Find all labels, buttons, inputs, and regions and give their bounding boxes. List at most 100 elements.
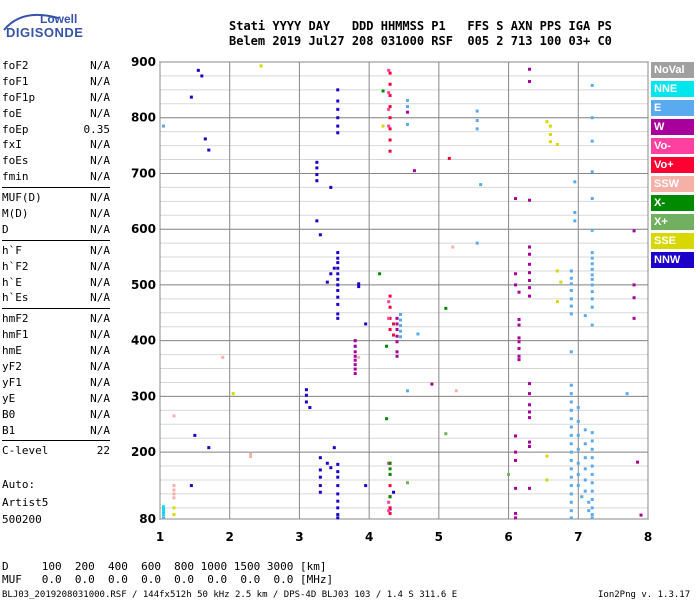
echo-point [583,314,587,318]
echo-point [207,148,211,152]
echo-point [388,82,392,86]
echo-point [583,489,587,493]
param-row: foEs N/A [2,153,110,169]
echo-point [387,107,391,111]
x-tick-label: 7 [574,530,582,544]
echo-point [385,344,389,348]
echo-point [336,261,340,265]
echo-point [388,506,392,510]
echo-point [399,312,403,316]
echo-point [569,392,573,396]
echo-point [405,389,409,393]
echo-point [590,256,594,260]
echo-point [569,467,573,471]
param-name: hmE [2,344,22,358]
param-name: foEp [2,122,29,136]
param-row: D N/A [2,222,110,238]
echo-point [388,93,392,97]
echo-point [315,166,319,170]
legend-item: Vo+ [651,157,694,173]
echo-point [475,127,479,131]
echo-point [388,116,392,120]
echo-point [527,440,531,444]
param-value: N/A [90,207,110,221]
echo-point [514,516,518,520]
digisonde-logo: Lowell DIGISONDE [2,8,83,40]
echo-point [388,511,392,515]
legend-item: W [651,119,694,135]
auto-label: Auto: [2,478,36,491]
y-tick-label: 700 [131,166,156,180]
echo-point [388,149,392,153]
y-tick-label: 800 [131,111,156,125]
param-value: N/A [90,259,110,273]
param-value: N/A [90,191,110,205]
echo-point [527,271,531,275]
x-tick-label: 2 [226,530,234,544]
echo-point [315,173,319,177]
echo-point [527,198,531,202]
echo-point [430,382,434,386]
param-row: h`E N/A [2,275,110,291]
echo-point [527,416,531,420]
echo-point [590,267,594,271]
param-value: N/A [90,291,110,305]
param-name: h`F2 [2,259,29,273]
param-row: h`Es N/A [2,290,110,306]
echo-point [249,455,253,459]
echo-point [388,461,392,465]
echo-point [514,458,518,462]
echo-point [517,336,521,340]
echo-point [189,484,193,488]
logo-arc-icon [3,14,59,31]
echo-point [336,124,340,128]
echo-point [318,468,322,472]
echo-point [569,458,573,462]
param-name: fmin [2,170,29,184]
echo-point [527,245,531,249]
echo-point [336,88,340,92]
param-row: foF1p N/A [2,90,110,106]
echo-point [353,363,357,367]
echo-point [569,297,573,301]
echo-point [590,251,594,255]
polarization-legend: NoVal NNE E W Vo- Vo+ SSW X- X+ SSE NNW [651,62,694,271]
echo-point [329,272,333,276]
echo-point [569,425,573,429]
param-value: N/A [90,328,110,342]
x-tick-label: 8 [644,530,652,544]
param-name: D [2,222,9,236]
param-value: N/A [90,74,110,88]
echo-point [392,333,396,337]
y-tick-label: 400 [131,334,156,348]
param-value: N/A [90,391,110,405]
echo-point [249,452,253,456]
param-value: 0.35 [83,122,111,136]
param-name: foF1p [2,90,36,104]
param-name: hmF2 [2,312,29,326]
echo-point [315,219,319,223]
echo-point [527,445,531,449]
echo-point [357,282,361,286]
echo-point [336,272,340,276]
param-row: B0 N/A [2,407,110,423]
echo-point [590,283,594,287]
param-name: foF2 [2,59,29,72]
echo-point [388,105,392,109]
echo-point [405,105,409,109]
logo-line2: DIGISONDE [6,25,84,40]
echo-point [590,456,594,460]
auto-artist: Artist5 [2,496,49,509]
echo-point [569,484,573,488]
legend-item: Vo- [651,138,694,154]
echo-point [318,484,322,488]
echo-point [388,71,392,75]
echo-point [527,286,531,290]
echo-point [590,197,594,201]
echo-point [569,350,573,354]
param-row: MUF(D) N/A [2,190,110,206]
param-row: foF2 N/A [2,58,110,74]
echo-point [573,210,577,214]
echo-point [569,269,573,273]
echo-point [517,346,521,350]
